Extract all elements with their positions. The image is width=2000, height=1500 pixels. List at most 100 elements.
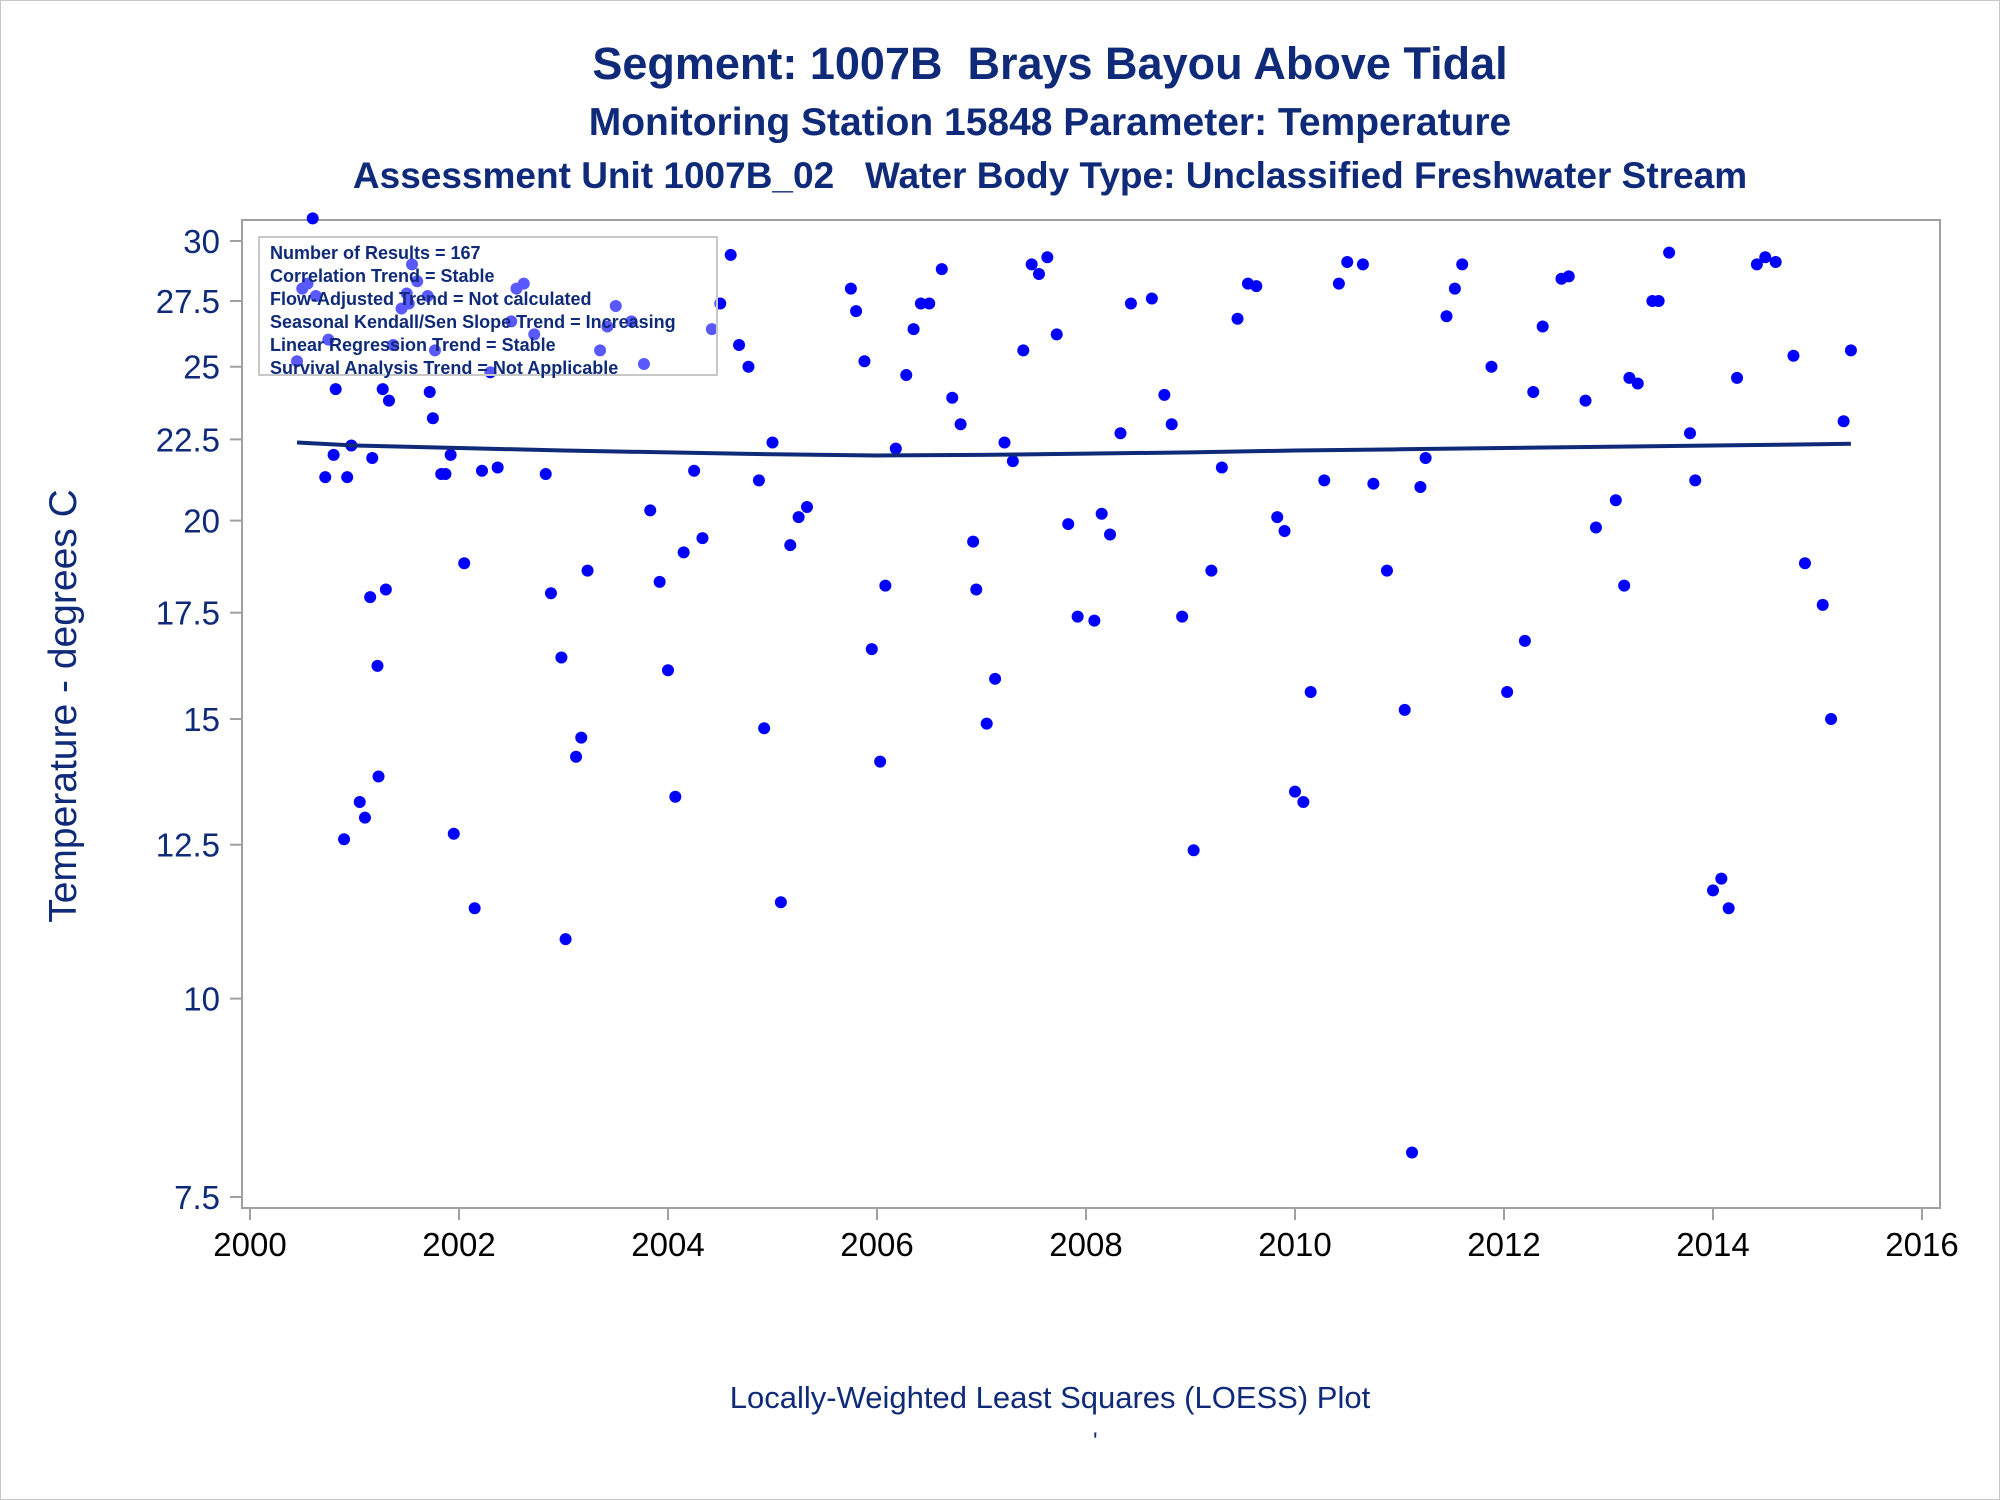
data-point [1088, 614, 1101, 627]
data-point [528, 328, 541, 341]
data-point [400, 287, 413, 300]
data-point [609, 300, 622, 313]
data-point [1485, 360, 1498, 373]
y-tick-label: 22.5 [156, 421, 220, 458]
data-point [742, 360, 755, 373]
data-point [1071, 610, 1084, 623]
trend-stats-legend: Number of Results = 167 Correlation Tren… [258, 236, 718, 378]
data-point [923, 297, 936, 310]
data-point [421, 290, 434, 303]
data-point [301, 277, 314, 290]
data-point [1501, 685, 1514, 698]
data-point [1837, 415, 1850, 428]
title-block: Segment: 1007B Brays Bayou Above Tidal M… [0, 0, 2000, 210]
data-point [341, 471, 354, 484]
chart-subtitle-station: Monitoring Station 15848 Parameter: Temp… [588, 101, 1512, 144]
x-tick-label: 2000 [213, 1226, 286, 1263]
data-point [372, 770, 385, 783]
data-point [387, 339, 400, 352]
data-point [1050, 328, 1063, 341]
stat-survival-analysis-trend: Survival Analysis Trend = Not Applicable [270, 358, 619, 378]
data-point [766, 436, 779, 449]
data-point [858, 355, 871, 368]
data-point [1798, 557, 1811, 570]
data-point [1707, 884, 1719, 897]
data-point [900, 369, 913, 382]
data-point [1380, 564, 1393, 577]
data-point [1456, 258, 1469, 271]
data-point [475, 464, 488, 477]
data-point [505, 315, 518, 328]
data-point [1448, 282, 1461, 295]
data-point [1759, 251, 1772, 264]
data-point [402, 297, 415, 310]
data-point [544, 587, 557, 600]
data-point [411, 275, 424, 288]
data-point [1440, 310, 1453, 323]
data-point [1250, 280, 1263, 293]
data-point [1844, 344, 1857, 357]
y-tick-label: 27.5 [156, 283, 220, 320]
data-point [879, 579, 892, 592]
data-point [1419, 452, 1432, 465]
data-point [874, 755, 887, 768]
data-point [1579, 394, 1592, 407]
data-point [1289, 785, 1301, 798]
y-tick-label: 25 [183, 349, 220, 386]
data-point [1124, 297, 1137, 310]
stat-correlation-trend: Correlation Trend = Stable [270, 266, 495, 286]
data-point [1367, 477, 1380, 490]
data-point [358, 811, 371, 824]
x-tick-label: 2014 [1676, 1226, 1749, 1263]
data-point [1304, 685, 1317, 698]
data-point [669, 790, 682, 803]
y-tick-label: 15 [183, 701, 220, 738]
data-point [1104, 528, 1117, 541]
data-point [662, 664, 674, 677]
data-point [601, 320, 614, 333]
data-point [1536, 320, 1549, 333]
data-point [800, 500, 813, 513]
data-point [382, 394, 395, 407]
data-point [1114, 427, 1127, 440]
data-point [989, 672, 1002, 685]
y-tick-label: 17.5 [156, 595, 220, 632]
x-tick-label: 2004 [631, 1226, 704, 1263]
data-point [444, 448, 457, 461]
data-point [724, 248, 737, 261]
data-point [1158, 388, 1171, 401]
data-point [491, 461, 504, 474]
data-point [1356, 258, 1369, 271]
data-point [364, 591, 377, 604]
data-point [468, 902, 481, 915]
data-point [327, 448, 340, 461]
data-point [426, 412, 439, 425]
data-point [889, 442, 902, 455]
data-point [1032, 267, 1045, 280]
data-point [1689, 474, 1702, 487]
data-point [1006, 455, 1019, 468]
data-point [980, 717, 993, 730]
data-point [844, 282, 857, 295]
plot-area-frame [241, 219, 1941, 1209]
data-point [423, 386, 436, 399]
data-point [1609, 494, 1622, 507]
data-point [366, 452, 379, 465]
data-point [1165, 418, 1178, 431]
data-point [1787, 349, 1800, 362]
stat-linear-regression-trend: Linear Regression Trend = Stable [270, 335, 556, 355]
data-point [954, 418, 967, 431]
x-tick-label: 2002 [422, 1226, 495, 1263]
data-point [1715, 872, 1728, 885]
data-point [581, 564, 594, 577]
data-point [1062, 518, 1075, 531]
data-point [428, 344, 441, 357]
data-point [907, 323, 920, 336]
data-point [1750, 258, 1763, 271]
data-point [1663, 246, 1676, 259]
data-point [447, 827, 460, 840]
data-point [733, 339, 746, 352]
data-point [1187, 844, 1200, 857]
data-point [1527, 386, 1540, 399]
